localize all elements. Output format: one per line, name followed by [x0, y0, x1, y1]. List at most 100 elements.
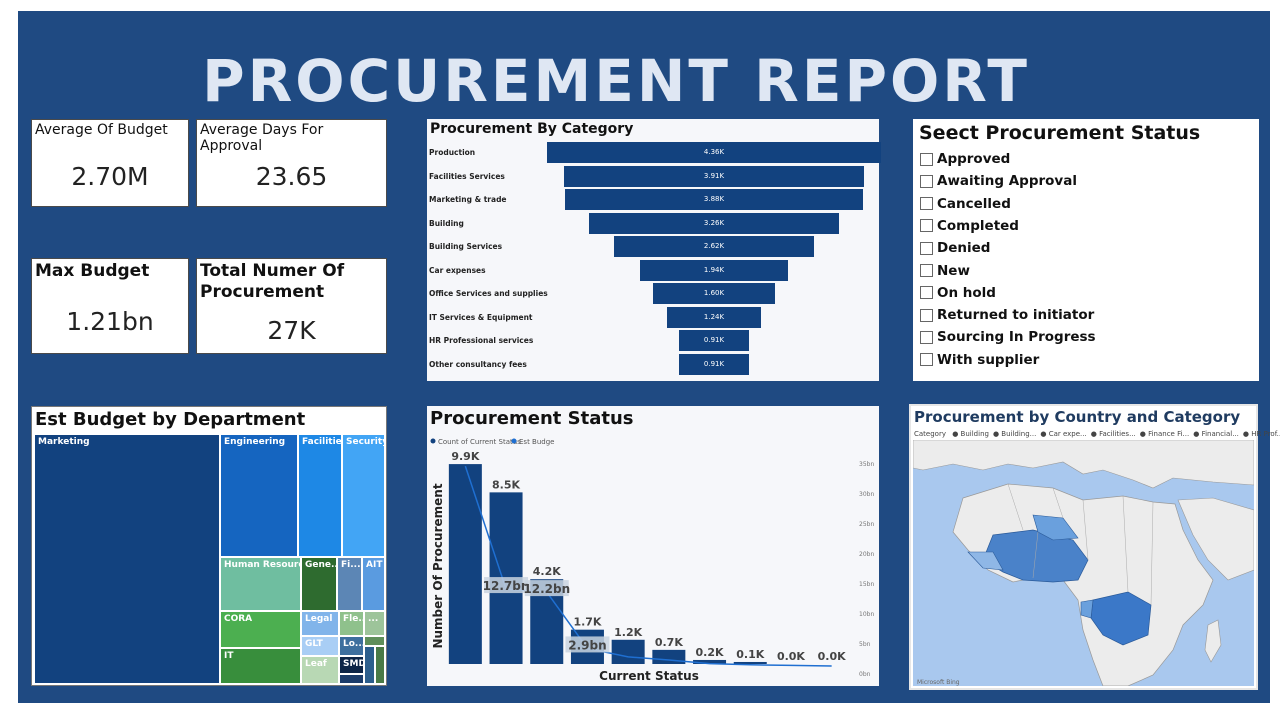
map-legend-item[interactable]: ● Financial...: [1193, 430, 1239, 438]
coast-highlight[interactable]: [967, 551, 1004, 571]
kpi-average-days[interactable]: Average Days For Approval 23.65: [196, 119, 387, 207]
funnel-row[interactable]: Building Services 2.62K: [427, 236, 879, 257]
tile-it[interactable]: IT: [220, 648, 301, 684]
y2-tick-label: 20bn: [859, 551, 874, 558]
tile-leaf[interactable]: Leaf: [301, 656, 339, 684]
checkbox[interactable]: [920, 308, 933, 322]
checkbox[interactable]: [920, 264, 933, 277]
tile-finance[interactable]: Fi...: [337, 557, 362, 611]
tile-cora[interactable]: CORA: [220, 611, 301, 648]
tile-other[interactable]: ...: [364, 611, 385, 636]
status-option[interactable]: New: [920, 261, 970, 281]
tile-legal[interactable]: Legal: [301, 611, 339, 636]
map-area[interactable]: [913, 440, 1254, 686]
central-africa-highlight[interactable]: [1090, 591, 1152, 646]
country-borders: [1007, 483, 1154, 606]
funnel-label: Building: [429, 218, 464, 228]
status-option[interactable]: Cancelled: [920, 194, 1011, 214]
funnel-bar[interactable]: 3.91K: [564, 165, 864, 187]
kpi-average-budget[interactable]: Average Of Budget 2.70M: [31, 119, 189, 207]
checkbox[interactable]: [920, 286, 933, 300]
status-option[interactable]: Completed: [920, 216, 1019, 236]
kpi-label: Total Numer Of Procurement: [200, 261, 345, 302]
checkbox[interactable]: [920, 241, 933, 255]
status-option[interactable]: Sourcing In Progress: [920, 327, 1096, 347]
kpi-total-procurement[interactable]: Total Numer Of Procurement 27K: [196, 258, 387, 354]
tile-ait[interactable]: AIT: [362, 557, 385, 611]
map-legend-item[interactable]: ● Finance Fi...: [1139, 430, 1190, 438]
funnel-bar[interactable]: 3.88K: [565, 189, 863, 210]
tile-glt[interactable]: GLT: [301, 636, 339, 656]
checkbox[interactable]: [920, 219, 933, 233]
gabon-highlight[interactable]: [1080, 599, 1094, 619]
checkbox[interactable]: [920, 152, 933, 166]
treemap-chart[interactable]: Est Budget by Department Marketing Engin…: [31, 406, 387, 686]
funnel-row[interactable]: Facilities Services 3.91K: [427, 165, 879, 187]
line-data-label: 2.9bn: [568, 638, 606, 652]
checkbox[interactable]: [920, 197, 933, 211]
tile-security[interactable]: Security: [342, 434, 385, 557]
tile-human-resources[interactable]: Human Resources: [220, 557, 301, 611]
status-option[interactable]: With supplier: [920, 350, 1039, 370]
tile-small-2[interactable]: [364, 646, 375, 684]
status-option[interactable]: On hold: [920, 283, 996, 303]
tile-small-4[interactable]: [339, 674, 364, 684]
checkbox[interactable]: [920, 174, 933, 188]
status-option[interactable]: Awaiting Approval: [920, 171, 1077, 191]
map-legend-item[interactable]: ● Building...: [992, 430, 1037, 438]
tile-small-1[interactable]: [364, 636, 385, 646]
status-slicer[interactable]: Seect Procurement Status Approved Awaitin…: [913, 119, 1259, 381]
map-legend-item[interactable]: ● Facilities...: [1090, 430, 1136, 438]
funnel-bar[interactable]: 0.91K: [679, 330, 749, 351]
status-option[interactable]: Denied: [920, 238, 990, 258]
status-option[interactable]: Approved: [920, 149, 1010, 169]
legend-label-budget: Est Budge: [519, 438, 554, 446]
map-visual[interactable]: Procurement by Country and Category Cate…: [909, 404, 1280, 690]
funnel-row[interactable]: Production 4.36K: [427, 142, 881, 163]
bar: [693, 659, 727, 664]
status-option[interactable]: Returned to initiator: [920, 305, 1094, 325]
tile-facilities[interactable]: Facilities: [298, 434, 342, 557]
funnel-row[interactable]: Car expenses 1.94K: [427, 259, 879, 281]
map-legend-item[interactable]: ● Building: [952, 430, 989, 438]
africa-land: [952, 483, 1214, 686]
tile-engineering[interactable]: Engineering: [220, 434, 298, 557]
line-label-bg: [565, 636, 610, 653]
tile-fleet[interactable]: Fle...: [339, 611, 364, 636]
map-legend-label: Category: [914, 430, 946, 438]
tile-lo[interactable]: Lo...: [339, 636, 364, 656]
tile-general[interactable]: Gene...: [301, 557, 337, 611]
tile-small-3[interactable]: [375, 646, 385, 684]
funnel-row[interactable]: Office Services and supplies 1.60K: [427, 283, 879, 304]
tile-marketing[interactable]: Marketing: [34, 434, 220, 684]
kpi-label: Average Days For Approval: [200, 122, 324, 154]
status-chart[interactable]: Procurement Status Count of Current Stat…: [427, 406, 879, 686]
checkbox[interactable]: [920, 353, 933, 367]
bar-data-label: 9.9K: [451, 450, 479, 463]
funnel-bar[interactable]: 4.36K: [547, 142, 881, 163]
line-label-bg: [524, 580, 569, 597]
kpi-value: 23.65: [255, 162, 328, 191]
funnel-bar[interactable]: 1.94K: [639, 259, 789, 281]
map-legend-item[interactable]: ● HR Prof...: [1242, 430, 1280, 438]
funnel-bar[interactable]: 2.62K: [613, 236, 815, 257]
funnel-bar[interactable]: 1.24K: [666, 306, 762, 328]
funnel-chart[interactable]: Procurement By Category Production 4.36K F…: [427, 119, 881, 381]
kpi-value: 2.70M: [71, 162, 149, 191]
map-legend-items: ● Building ● Building... ● Car expe... ● Fa…: [948, 430, 1280, 438]
kpi-max-budget[interactable]: Max Budget 1.21bn: [31, 258, 189, 354]
funnel-bar[interactable]: 0.91K: [679, 353, 749, 375]
checkbox[interactable]: [920, 330, 933, 344]
funnel-row[interactable]: HR Professional services 0.91K: [427, 330, 879, 351]
funnel-bar[interactable]: 3.26K: [589, 212, 839, 234]
funnel-row[interactable]: Marketing & trade 3.88K: [427, 189, 879, 210]
tile-smd[interactable]: SMD: [339, 656, 364, 674]
funnel-row[interactable]: IT Services & Equipment 1.24K: [427, 306, 879, 328]
funnel-row[interactable]: Other consultancy fees 0.91K: [427, 353, 879, 375]
funnel-bar[interactable]: 1.60K: [652, 283, 776, 304]
sahel-highlight[interactable]: [1032, 514, 1079, 541]
y2-tick-label: 5bn: [859, 641, 871, 648]
kpi-value: 27K: [267, 316, 316, 345]
funnel-row[interactable]: Building 3.26K: [427, 212, 879, 234]
map-legend-item[interactable]: ● Car expe...: [1040, 430, 1087, 438]
